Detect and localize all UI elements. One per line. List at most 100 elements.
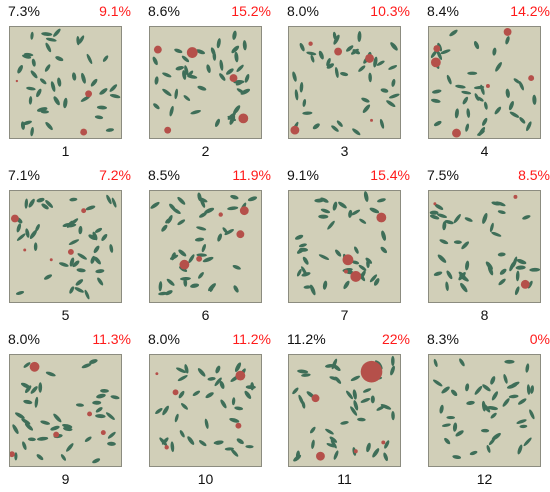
- green-ellipse-particle: [214, 377, 222, 387]
- green-ellipse-particle: [326, 63, 335, 69]
- panel-cell-12: 8.3% 0% 12: [419, 328, 550, 492]
- green-ellipse-particle: [320, 197, 329, 203]
- green-ellipse-particle: [29, 229, 37, 240]
- particle-panel: [428, 26, 541, 139]
- green-ellipse-particle: [197, 192, 202, 202]
- green-ellipse-particle: [380, 246, 388, 254]
- green-ellipse-particle: [526, 121, 532, 132]
- red-circle-particle: [433, 45, 441, 53]
- green-ellipse-particle: [481, 400, 486, 412]
- green-ellipse-particle: [57, 77, 62, 87]
- green-ellipse-particle: [245, 445, 254, 449]
- green-ellipse-particle: [88, 234, 97, 241]
- red-circle-particle: [85, 90, 93, 98]
- red-circle-particle: [80, 128, 88, 136]
- ellipse-percentage: 8.3%: [427, 331, 459, 347]
- green-ellipse-particle: [352, 128, 361, 136]
- green-ellipse-particle: [22, 120, 33, 126]
- green-ellipse-particle: [465, 383, 470, 392]
- panel-label: 6: [201, 307, 210, 323]
- red-circle-particle: [53, 431, 60, 438]
- green-ellipse-particle: [491, 391, 499, 401]
- green-ellipse-particle: [360, 398, 371, 403]
- particle-panel: [9, 190, 122, 303]
- green-ellipse-particle: [309, 284, 316, 296]
- particle-panel: [9, 26, 122, 139]
- green-ellipse-particle: [36, 454, 44, 461]
- green-ellipse-particle: [368, 72, 372, 83]
- green-ellipse-particle: [216, 38, 221, 49]
- green-ellipse-particle: [198, 272, 204, 279]
- green-ellipse-particle: [358, 264, 367, 271]
- green-ellipse-particle: [158, 291, 168, 296]
- green-ellipse-particle: [206, 64, 211, 73]
- green-ellipse-particle: [99, 88, 107, 95]
- green-ellipse-particle: [455, 84, 466, 89]
- green-ellipse-particle: [187, 436, 195, 445]
- panel-label: 7: [340, 307, 349, 323]
- green-ellipse-particle: [525, 363, 530, 373]
- red-circle-particle: [164, 445, 169, 450]
- green-ellipse-particle: [242, 40, 247, 51]
- green-ellipse-particle: [45, 37, 57, 42]
- green-ellipse-particle: [522, 215, 531, 220]
- green-ellipse-particle: [441, 386, 450, 394]
- green-ellipse-particle: [516, 419, 527, 424]
- green-ellipse-particle: [72, 72, 77, 81]
- red-circle-particle: [229, 74, 238, 83]
- green-ellipse-particle: [503, 374, 508, 384]
- green-ellipse-particle: [430, 98, 441, 103]
- green-ellipse-particle: [379, 118, 385, 129]
- green-ellipse-particle: [497, 210, 506, 215]
- green-ellipse-particle: [45, 42, 52, 53]
- green-ellipse-particle: [219, 381, 225, 389]
- circle-percentage: 11.3%: [92, 331, 131, 347]
- green-ellipse-particle: [187, 74, 198, 79]
- green-ellipse-particle: [350, 375, 361, 382]
- red-circle-particle: [334, 47, 343, 56]
- green-ellipse-particle: [508, 100, 514, 111]
- green-ellipse-particle: [523, 437, 532, 447]
- green-ellipse-particle: [492, 47, 497, 56]
- green-ellipse-particle: [491, 231, 502, 237]
- green-ellipse-particle: [68, 239, 80, 245]
- green-ellipse-particle: [391, 355, 395, 367]
- circle-percentage: 11.9%: [232, 167, 271, 183]
- green-ellipse-particle: [75, 279, 84, 286]
- red-circle-particle: [238, 113, 249, 124]
- green-ellipse-particle: [517, 398, 527, 405]
- ellipse-percentage: 7.1%: [8, 167, 40, 183]
- green-ellipse-particle: [487, 405, 498, 411]
- particle-canvas: [10, 359, 120, 464]
- green-ellipse-particle: [40, 110, 49, 114]
- green-ellipse-particle: [345, 390, 354, 400]
- green-ellipse-particle: [25, 228, 30, 238]
- green-ellipse-particle: [166, 278, 175, 286]
- green-ellipse-particle: [178, 390, 185, 399]
- green-ellipse-particle: [174, 413, 179, 423]
- ellipse-percentage: 8.0%: [148, 331, 180, 347]
- green-ellipse-particle: [210, 47, 216, 56]
- green-ellipse-particle: [84, 289, 90, 300]
- circle-percentage: 10.3%: [370, 3, 410, 19]
- red-circle-particle: [350, 271, 362, 282]
- green-ellipse-particle: [40, 420, 51, 425]
- green-ellipse-particle: [36, 88, 42, 98]
- green-ellipse-particle: [465, 260, 470, 271]
- red-circle-particle: [503, 27, 512, 36]
- green-ellipse-particle: [102, 55, 109, 62]
- green-ellipse-particle: [165, 217, 172, 224]
- green-ellipse-particle: [318, 50, 324, 60]
- green-ellipse-particle: [93, 245, 100, 254]
- green-ellipse-particle: [250, 382, 255, 391]
- green-ellipse-particle: [391, 78, 396, 87]
- green-ellipse-particle: [197, 85, 207, 91]
- green-ellipse-particle: [482, 384, 491, 392]
- green-ellipse-particle: [190, 109, 201, 115]
- green-ellipse-particle: [383, 452, 388, 462]
- green-ellipse-particle: [489, 222, 494, 233]
- green-ellipse-particle: [234, 406, 244, 411]
- green-ellipse-particle: [377, 198, 386, 203]
- green-ellipse-particle: [294, 234, 304, 240]
- green-ellipse-particle: [309, 426, 316, 434]
